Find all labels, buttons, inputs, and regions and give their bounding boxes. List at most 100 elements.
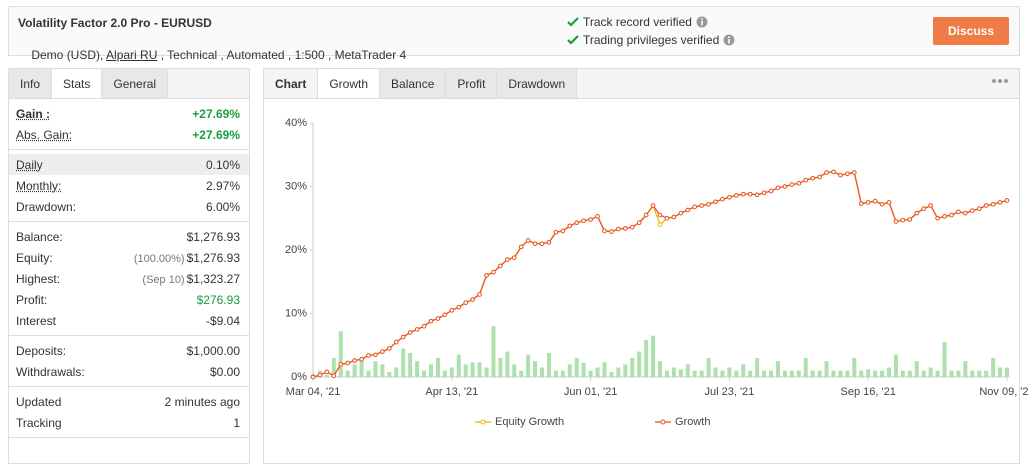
stats-value-text: $0.00	[209, 364, 240, 379]
chart-panel: Chart Growth Balance Profit Drawdown	[263, 68, 1020, 464]
point	[463, 300, 468, 306]
bar	[900, 370, 905, 377]
stats-group: Updated 2 minutes ago Tracking 1	[9, 387, 249, 438]
bar	[352, 364, 357, 377]
y-tick-label: 20%	[285, 244, 307, 256]
point	[865, 200, 871, 205]
point	[956, 209, 961, 215]
bar	[817, 370, 822, 377]
bar	[859, 370, 864, 377]
bar	[338, 331, 343, 377]
tab[interactable]: Stats	[52, 69, 103, 98]
stats-value-text: +27.69%	[192, 106, 240, 121]
point	[775, 185, 781, 191]
stats-value-text: 0.10%	[205, 157, 240, 172]
stats-value: $1,276.93	[187, 230, 240, 244]
stats-value-text: +27.69%	[192, 127, 240, 142]
tab[interactable]: Profit	[446, 69, 498, 98]
point	[435, 316, 441, 321]
bar	[623, 364, 628, 377]
point	[317, 372, 323, 378]
point	[373, 352, 378, 358]
point	[657, 212, 663, 218]
point	[921, 206, 927, 212]
stats-value: +27.69%	[192, 128, 240, 142]
point	[442, 312, 448, 318]
point	[421, 323, 427, 329]
point	[393, 339, 399, 345]
broker-link[interactable]: Alpari RU	[106, 48, 158, 62]
point	[414, 327, 420, 332]
stats-row: Profit: $276.93	[9, 289, 249, 310]
stats-label: Tracking	[16, 415, 62, 430]
point	[588, 217, 593, 222]
stats-label: Highest:	[16, 271, 61, 286]
bar	[630, 357, 635, 377]
stats-row: Balance: $1,276.93	[9, 226, 249, 247]
stats-label: Withdrawals:	[16, 364, 85, 379]
point	[581, 218, 586, 224]
x-tick-label: Apr 13, '21	[425, 386, 478, 398]
bar	[581, 363, 586, 377]
stats-value: (100.00%) $1,276.93	[134, 251, 240, 265]
point	[331, 373, 337, 379]
subtitle-part: Demo (USD),	[31, 48, 107, 62]
point	[796, 181, 802, 186]
stats-value: 2 minutes ago	[165, 395, 240, 409]
stats-value-text: 2.97%	[205, 178, 240, 193]
tab[interactable]: Growth	[318, 69, 381, 98]
x-tick-label: Jun 01, '21	[564, 386, 617, 398]
point	[879, 201, 885, 207]
stats-value-text: 6.00%	[205, 199, 240, 214]
point	[983, 203, 989, 208]
stats-group: Balance: $1,276.93 Equity: (100.00%) $1,276.…	[9, 222, 249, 336]
bar	[595, 367, 600, 377]
point	[518, 244, 524, 250]
bar	[713, 367, 718, 377]
point	[928, 203, 933, 208]
bar	[526, 354, 531, 377]
bar	[831, 370, 836, 377]
point	[602, 228, 607, 234]
discuss-button[interactable]: Discuss	[933, 17, 1009, 45]
bar	[928, 367, 933, 377]
verified: Trading privileges verified	[567, 33, 735, 47]
point	[574, 220, 580, 225]
stats-group: Daily 0.10% Monthly: 2.97% Drawdown: 6.00%	[9, 150, 249, 222]
bar	[588, 370, 593, 377]
point	[886, 200, 892, 205]
bar	[755, 357, 760, 377]
y-tick-label: 30%	[285, 180, 307, 192]
point	[734, 193, 739, 198]
tab[interactable]: General	[102, 69, 169, 98]
bar	[852, 357, 857, 377]
point	[997, 200, 1003, 205]
stats-list: Gain : +27.69% Abs. Gain: +27.69% Daily 0.10%…	[9, 99, 249, 438]
bar	[658, 361, 662, 377]
point	[914, 210, 920, 216]
point	[428, 318, 434, 324]
bar	[949, 370, 954, 377]
stats-value: 1	[233, 416, 240, 430]
stats-label: Balance:	[16, 229, 63, 244]
point	[782, 184, 788, 189]
stats-value-text: 2 minutes ago	[164, 394, 240, 409]
point	[546, 240, 552, 245]
line	[312, 171, 1008, 378]
bar	[824, 361, 829, 377]
tab[interactable]: Balance	[380, 69, 447, 98]
info-icon	[696, 16, 708, 28]
legend-label: Equity Growth	[495, 416, 564, 428]
x-tick-label: Nov 09, '21	[979, 386, 1028, 398]
bar	[977, 370, 982, 377]
point	[623, 226, 628, 231]
bar	[706, 357, 711, 377]
point	[477, 292, 482, 297]
stats-value: (Sep 10) $1,323.27	[142, 272, 240, 286]
menu-icon[interactable]	[991, 77, 1009, 85]
point	[970, 208, 975, 213]
tab[interactable]: Info	[9, 69, 53, 98]
bar	[324, 375, 329, 377]
tab[interactable]: Drawdown	[497, 69, 578, 98]
stats-label: Gain :	[16, 106, 51, 121]
